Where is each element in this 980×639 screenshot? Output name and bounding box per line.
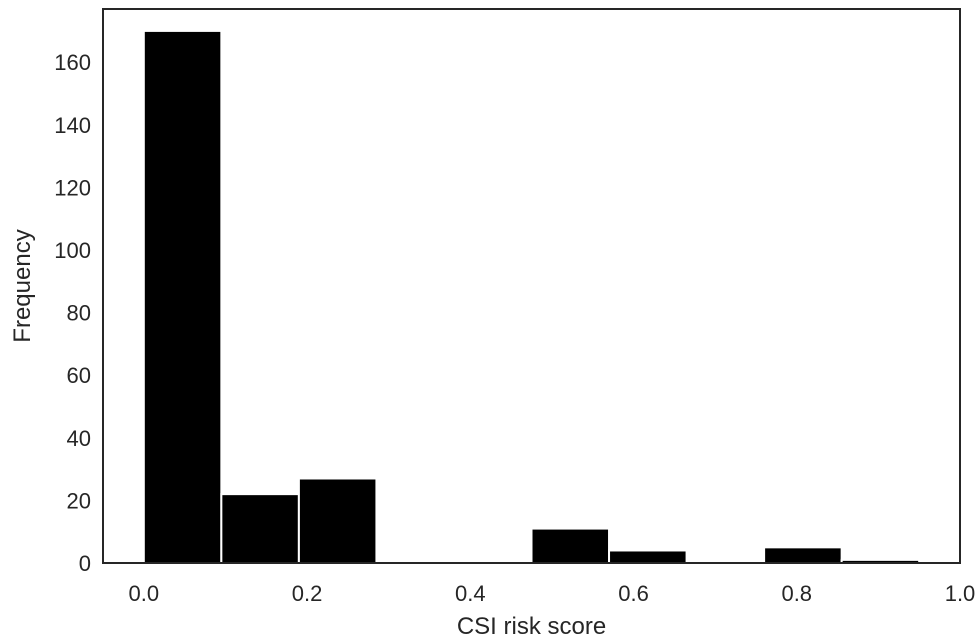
x-tick-label: 0.8 <box>781 581 812 606</box>
y-axis-label: Frequency <box>9 229 36 342</box>
x-tick-label: 0.2 <box>292 581 323 606</box>
histogram-bar <box>608 549 688 564</box>
y-tick-label: 120 <box>54 175 91 200</box>
plot-frame <box>102 8 961 564</box>
y-tick-label: 0 <box>79 551 91 576</box>
y-tick-label: 60 <box>67 363 91 388</box>
histogram-bar <box>297 477 378 564</box>
x-tick-label: 1.0 <box>945 581 976 606</box>
y-tick-label: 20 <box>67 488 91 513</box>
bars-group <box>142 29 921 564</box>
histogram-bar <box>142 29 223 564</box>
x-axis-ticks: 0.0 0.2 0.4 0.6 0.8 1.0 <box>129 581 976 606</box>
histogram-bar <box>220 493 300 564</box>
x-axis-label: CSI risk score <box>457 613 606 639</box>
histogram-bar <box>530 527 611 564</box>
y-tick-label: 40 <box>67 426 91 451</box>
y-axis-ticks: 0 20 40 60 80 100 120 140 160 <box>54 50 91 576</box>
y-tick-label: 100 <box>54 238 91 263</box>
y-tick-label: 160 <box>54 50 91 75</box>
y-tick-label: 140 <box>54 113 91 138</box>
x-tick-label: 0.0 <box>129 581 160 606</box>
y-tick-label: 80 <box>67 301 91 326</box>
histogram-bar <box>763 546 843 564</box>
x-tick-label: 0.6 <box>618 581 649 606</box>
x-tick-label: 0.4 <box>455 581 486 606</box>
